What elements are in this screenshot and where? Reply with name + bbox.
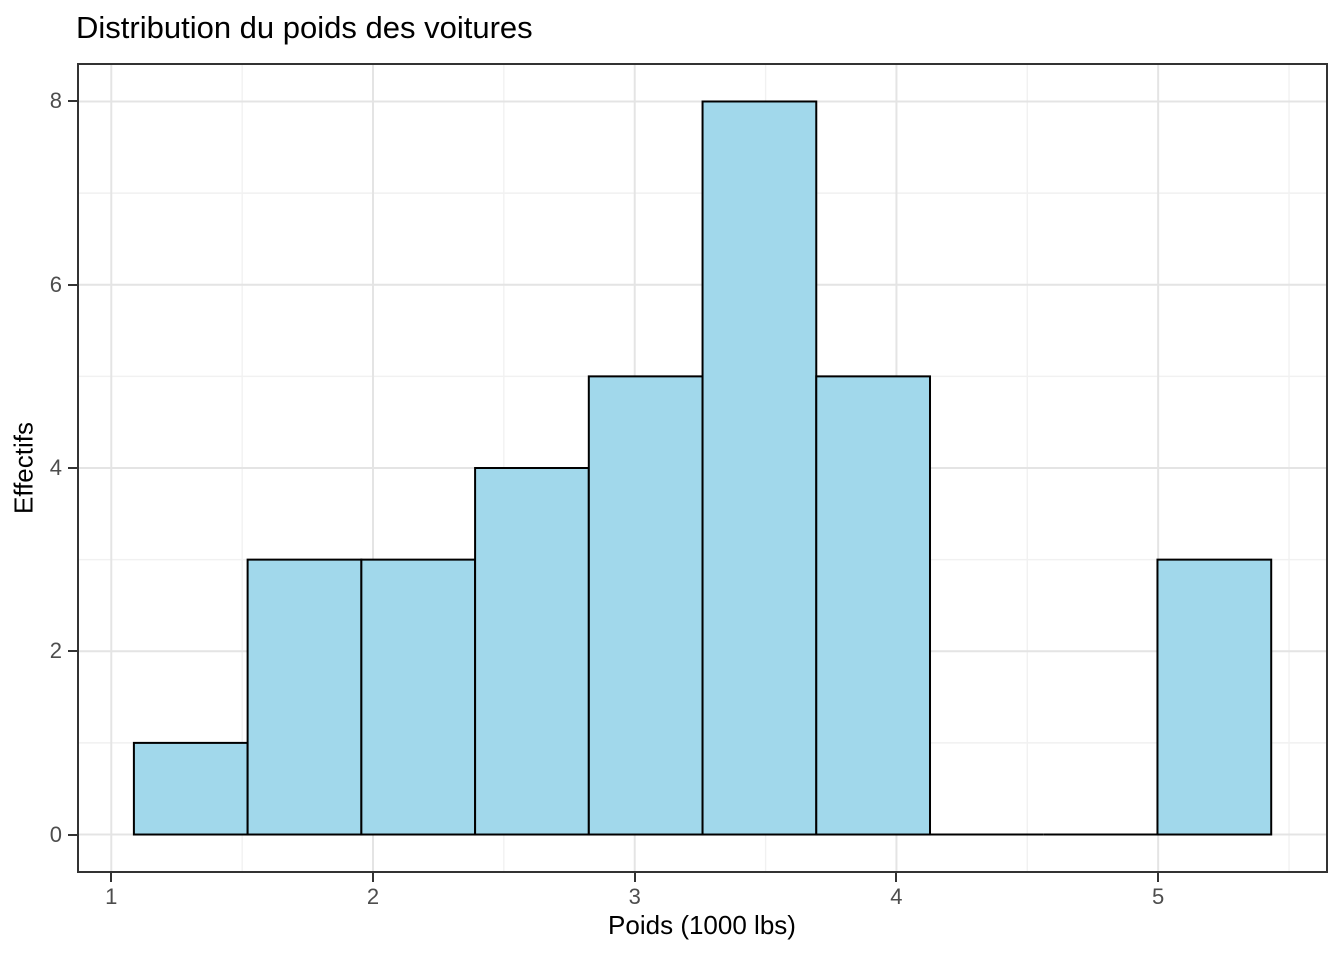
histogram-bar xyxy=(132,741,249,836)
y-tick-label: 8 xyxy=(49,88,62,114)
histogram-bar xyxy=(587,375,704,836)
x-tick-mark xyxy=(110,873,113,882)
x-tick-label: 3 xyxy=(628,884,641,909)
y-tick-label: 0 xyxy=(49,821,62,847)
x-tick-label: 2 xyxy=(366,884,380,909)
y-tick-label: 4 xyxy=(49,455,62,480)
histogram-bar xyxy=(815,375,932,836)
histogram-bar xyxy=(701,100,818,836)
histogram-bar xyxy=(474,467,590,836)
x-tick-label: 1 xyxy=(105,884,118,909)
y-tick-label: 2 xyxy=(49,638,62,664)
histogram-bar xyxy=(1156,558,1273,836)
x-tick-label: 5 xyxy=(1152,884,1165,909)
y-tick-mark xyxy=(68,283,77,286)
x-tick-label: 4 xyxy=(890,884,903,909)
histogram-plot-area xyxy=(77,63,1328,873)
y-tick-mark xyxy=(68,650,77,653)
x-tick-mark xyxy=(895,873,898,882)
y-axis-title: Effectifs xyxy=(8,421,39,515)
histogram-bar xyxy=(360,558,477,836)
x-axis-title: Poids (1000 lbs) xyxy=(608,910,796,940)
chart-title: Distribution du poids des voitures xyxy=(76,10,533,45)
y-tick-mark xyxy=(68,833,77,836)
histogram-bar xyxy=(246,558,363,836)
x-tick-mark xyxy=(372,873,374,882)
plot-panel xyxy=(77,63,1328,873)
y-tick-mark xyxy=(68,467,77,469)
y-tick-mark xyxy=(68,100,77,103)
x-tick-mark xyxy=(1157,873,1160,882)
panel-border xyxy=(77,63,1328,873)
y-tick-label: 6 xyxy=(49,271,62,297)
x-tick-mark xyxy=(633,873,636,882)
